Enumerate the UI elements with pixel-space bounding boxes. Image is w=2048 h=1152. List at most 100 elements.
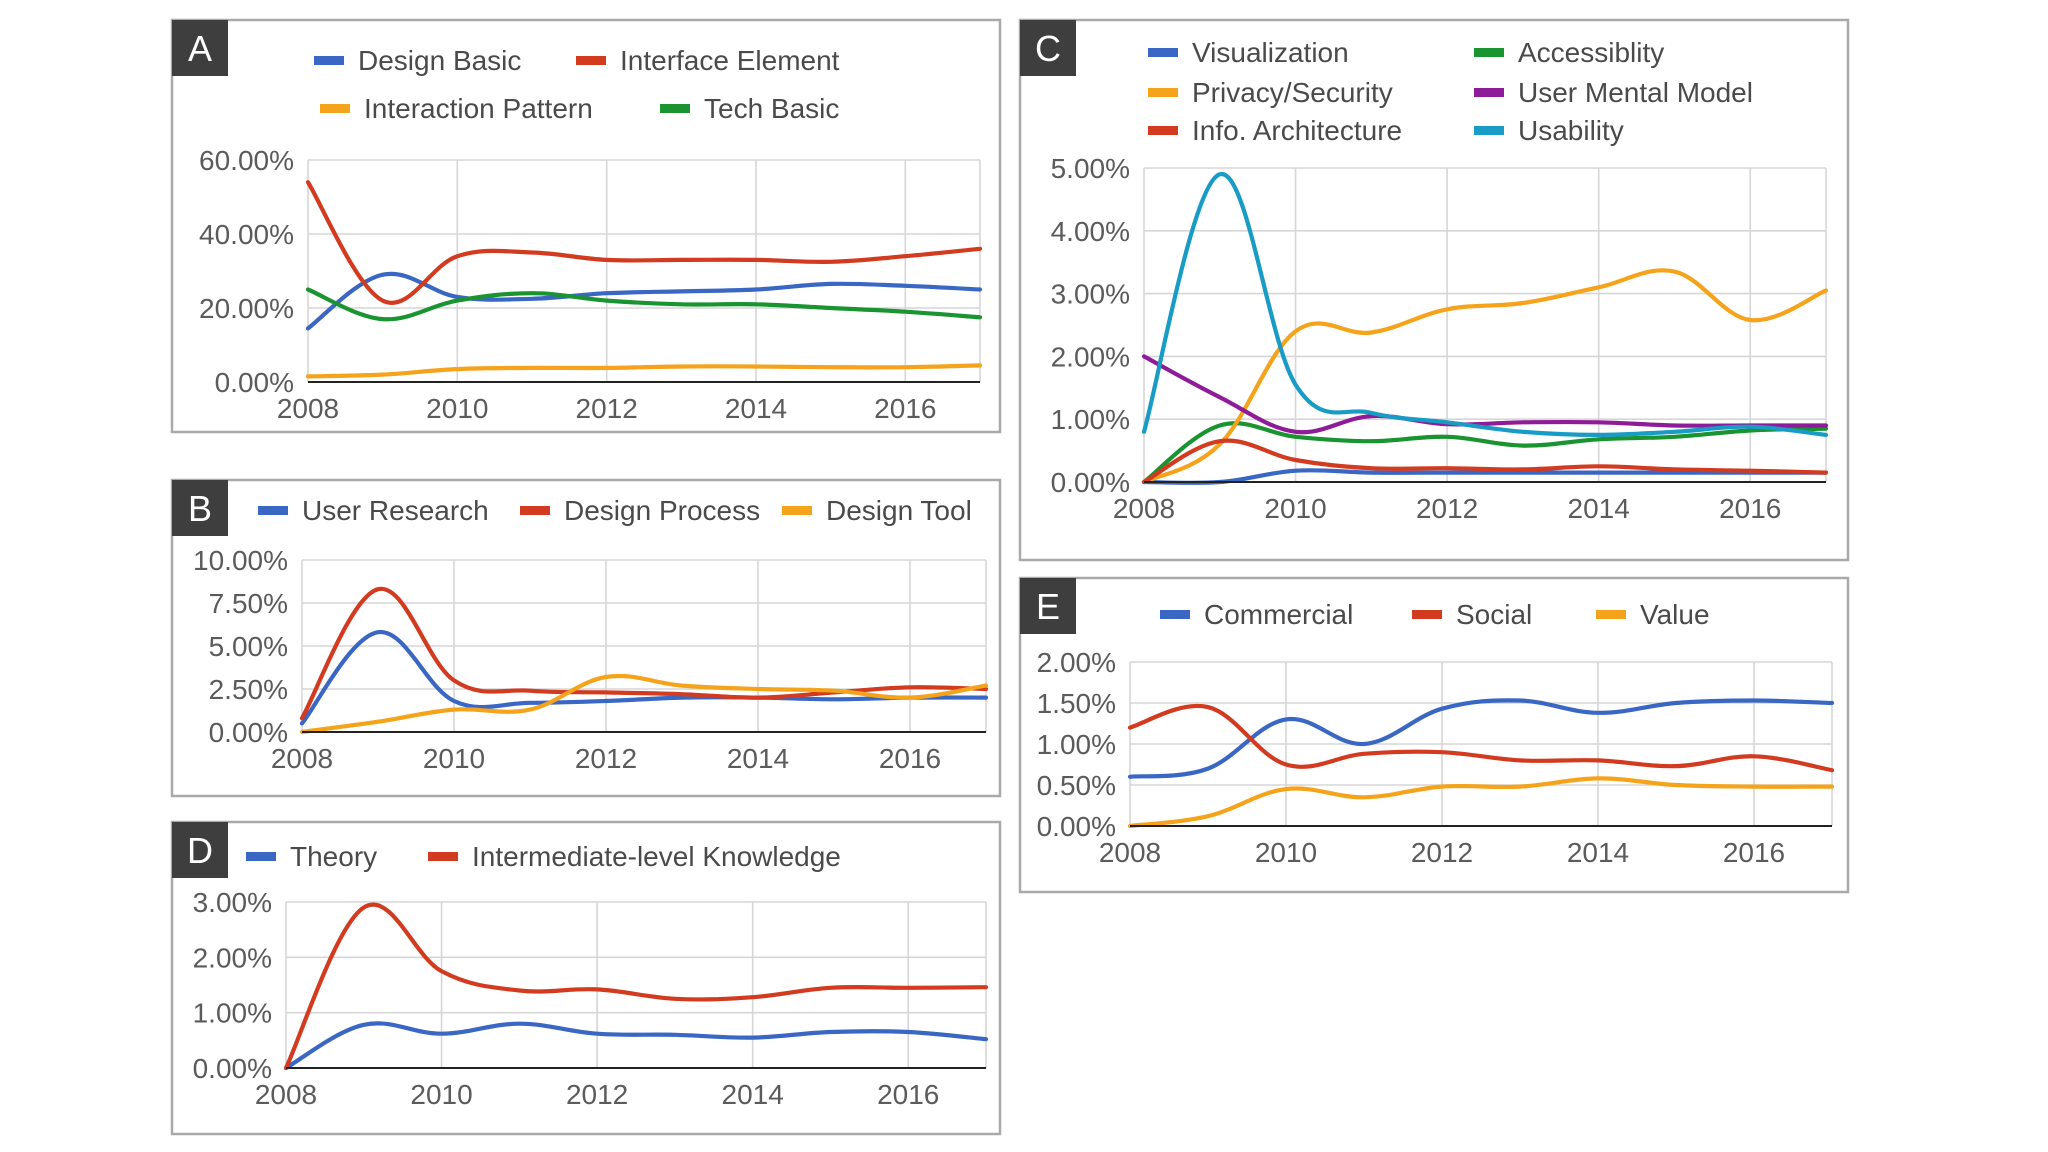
panel-c-y-tick-label: 0.00% — [1051, 467, 1130, 498]
panel-b: B 0.00% 2.50% 5.00% 7.50% 10.00% 2008 2010 2012 2… — [170, 478, 1002, 798]
panel-e-x-tick-label: 2016 — [1723, 837, 1785, 868]
legend-label-social: Social — [1456, 599, 1532, 630]
panel-c-badge-letter: C — [1035, 28, 1061, 69]
panel-e-x-tick-label: 2014 — [1567, 837, 1629, 868]
legend-label-interface-element: Interface Element — [620, 45, 840, 76]
panel-a-frame — [170, 18, 1002, 434]
series-line-usability — [1141, 172, 1829, 437]
series-line-theory — [283, 1021, 989, 1071]
panel-c-x-tick-label: 2014 — [1568, 493, 1630, 524]
legend-swatch-user-mental-model — [1474, 88, 1504, 97]
panel-c-x-tick-label: 2008 — [1113, 493, 1175, 524]
panel-b-x-tick-label: 2016 — [879, 743, 941, 774]
legend-label-usability: Usability — [1518, 115, 1624, 146]
legend-swatch-design-basic — [314, 56, 344, 65]
legend-swatch-design-process — [520, 506, 550, 515]
panel-e-badge-letter: E — [1036, 586, 1060, 627]
panel-e-x-tick-label: 2012 — [1411, 837, 1473, 868]
panel-e-x-tick-label: 2010 — [1255, 837, 1317, 868]
panel-b-x-tick-label: 2014 — [727, 743, 789, 774]
panel-a: A 0.00% 20.00% 40.00% 60.00% 2008 2010 2012 2014… — [170, 18, 1002, 434]
series-line-social — [1127, 703, 1835, 773]
legend-swatch-value — [1596, 610, 1626, 619]
panel-a-badge-letter: A — [188, 28, 212, 69]
panel-b-y-tick-label: 7.50% — [209, 588, 288, 619]
legend-swatch-commercial — [1160, 610, 1190, 619]
series-line-interaction-pattern — [305, 363, 983, 379]
legend-label-value: Value — [1640, 599, 1710, 630]
panel-c-x-tick-label: 2016 — [1719, 493, 1781, 524]
panel-b-x-tick-label: 2008 — [271, 743, 333, 774]
panel-c-y-tick-label: 1.00% — [1051, 404, 1130, 435]
legend-swatch-accessiblity — [1474, 48, 1504, 57]
panel-a-y-tick-label: 40.00% — [199, 219, 294, 250]
legend-swatch-privacy-security — [1148, 88, 1178, 97]
panel-d-y-tick-label: 3.00% — [193, 887, 272, 918]
panel-b-badge-letter: B — [188, 488, 212, 529]
legend-label-design-tool: Design Tool — [826, 495, 972, 526]
panel-e-y-tick-label: 2.00% — [1037, 647, 1116, 678]
panel-a-x-tick-label: 2016 — [874, 393, 936, 424]
legend-label-user-mental-model: User Mental Model — [1518, 77, 1753, 108]
panel-e-x-tick-label: 2008 — [1099, 837, 1161, 868]
legend-label-interaction-pattern: Interaction Pattern — [364, 93, 593, 124]
panel-e-y-tick-label: 1.00% — [1037, 729, 1116, 760]
panel-c-x-tick-label: 2012 — [1416, 493, 1478, 524]
panel-d-badge-letter: D — [187, 830, 213, 871]
panel-d-x-tick-label: 2012 — [566, 1079, 628, 1110]
legend-swatch-theory — [246, 852, 276, 861]
panel-d-x-tick-label: 2014 — [722, 1079, 784, 1110]
panel-c-y-tick-label: 2.00% — [1051, 341, 1130, 372]
panel-b-y-tick-label: 10.00% — [193, 545, 288, 576]
panel-e-y-tick-label: 0.50% — [1037, 770, 1116, 801]
legend-swatch-tech-basic — [660, 104, 690, 113]
panel-b-y-tick-label: 0.00% — [209, 717, 288, 748]
panel-c-y-tick-label: 4.00% — [1051, 216, 1130, 247]
panel-b-x-tick-label: 2010 — [423, 743, 485, 774]
series-line-visualization — [1141, 468, 1829, 485]
legend-swatch-design-tool — [782, 506, 812, 515]
series-line-accessiblity — [1141, 421, 1829, 485]
legend-label-design-basic: Design Basic — [358, 45, 521, 76]
panel-b-y-tick-label: 5.00% — [209, 631, 288, 662]
panel-c: C 0.00% 1.00% 2.00% 3.00% 4.00% 5.00% 2008 2010 2… — [1018, 18, 1850, 562]
panel-a-badge — [172, 20, 228, 76]
series-line-design-process — [299, 587, 989, 721]
panel-d-x-tick-label: 2010 — [410, 1079, 472, 1110]
panel-e-badge — [1020, 578, 1076, 634]
panel-b-frame — [170, 478, 1002, 798]
panel-d-x-tick-label: 2016 — [877, 1079, 939, 1110]
panel-a-x-tick-label: 2010 — [426, 393, 488, 424]
legend-swatch-user-research — [258, 506, 288, 515]
legend-swatch-usability — [1474, 126, 1504, 135]
panel-d-x-tick-label: 2008 — [255, 1079, 317, 1110]
legend-label-commercial: Commercial — [1204, 599, 1353, 630]
legend-label-accessiblity: Accessiblity — [1518, 37, 1664, 68]
legend-swatch-info-architecture — [1148, 126, 1178, 135]
panel-c-y-tick-label: 3.00% — [1051, 279, 1130, 310]
series-line-design-tool — [299, 673, 989, 735]
series-line-commercial — [1127, 698, 1835, 779]
series-line-value — [1127, 776, 1835, 829]
legend-label-intermediate-level-knowledge: Intermediate-level Knowledge — [472, 841, 841, 872]
panel-a-x-tick-label: 2014 — [725, 393, 787, 424]
legend-label-design-process: Design Process — [564, 495, 760, 526]
panel-e-frame — [1018, 576, 1850, 894]
panel-a-x-tick-label: 2008 — [277, 393, 339, 424]
panel-c-x-tick-label: 2010 — [1264, 493, 1326, 524]
legend-swatch-social — [1412, 610, 1442, 619]
series-line-user-research — [299, 630, 989, 726]
legend-swatch-visualization — [1148, 48, 1178, 57]
panel-c-badge — [1020, 20, 1076, 76]
series-line-intermediate-level-knowledge — [283, 902, 989, 1071]
panel-d-badge — [172, 822, 228, 878]
legend-swatch-interface-element — [576, 56, 606, 65]
series-line-design-basic — [305, 271, 983, 331]
legend-label-info-architecture: Info. Architecture — [1192, 115, 1402, 146]
panel-a-x-tick-label: 2012 — [576, 393, 638, 424]
series-line-tech-basic — [305, 287, 983, 322]
panel-b-x-tick-label: 2012 — [575, 743, 637, 774]
legend-label-tech-basic: Tech Basic — [704, 93, 839, 124]
panel-b-badge — [172, 480, 228, 536]
